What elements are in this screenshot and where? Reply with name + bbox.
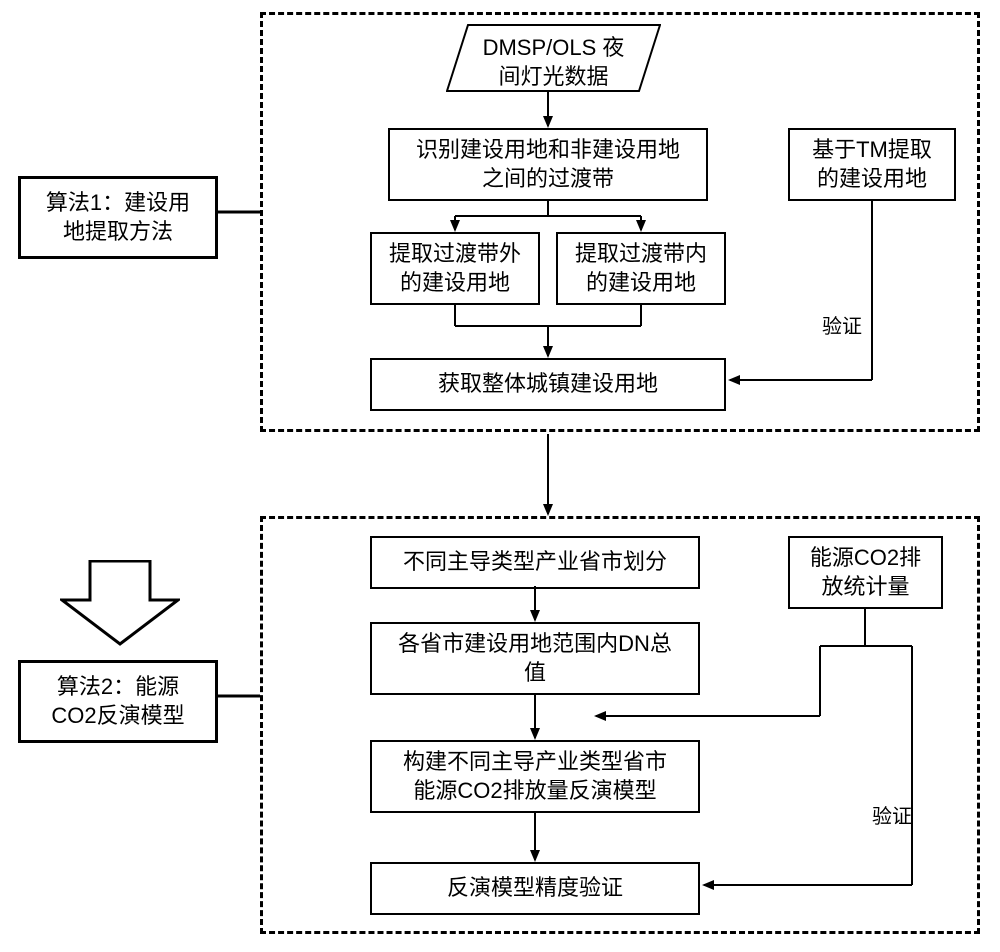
a2-step1-text: 不同主导类型产业省市划分	[403, 549, 667, 574]
algorithm2-label-line2: CO2反演模型	[33, 702, 203, 731]
a2-step3: 构建不同主导产业类型省市 能源CO2排放量反演模型	[370, 740, 700, 813]
a2-step2-line2: 值	[380, 659, 690, 688]
algorithm2-label: 算法2：能源 CO2反演模型	[18, 660, 218, 743]
a2-step4: 反演模型精度验证	[370, 862, 700, 915]
a1-step1: 识别建设用地和非建设用地 之间的过渡带	[388, 128, 708, 201]
a2-step1: 不同主导类型产业省市划分	[370, 536, 700, 589]
input-line1: DMSP/OLS 夜	[464, 34, 643, 63]
a1-ext-tm: 基于TM提取 的建设用地	[788, 128, 956, 201]
a2-step3-line2: 能源CO2排放量反演模型	[380, 777, 690, 806]
a2-ext-line2: 放统计量	[798, 573, 933, 602]
block-arrow-icon	[60, 560, 180, 646]
a2-step2-line1: 各省市建设用地范围内DN总	[380, 630, 690, 659]
a1-step3-text: 获取整体城镇建设用地	[438, 371, 658, 396]
a1-step2b-line1: 提取过渡带内	[566, 240, 716, 269]
a2-step2: 各省市建设用地范围内DN总 值	[370, 622, 700, 695]
a2-ext-energy: 能源CO2排 放统计量	[788, 536, 943, 609]
a1-verify-label: 验证	[820, 310, 864, 339]
a2-verify-label: 验证	[870, 800, 914, 829]
a1-step2a-line2: 的建设用地	[380, 269, 530, 298]
a2-ext-line1: 能源CO2排	[798, 544, 933, 573]
a1-step1-line2: 之间的过渡带	[398, 165, 698, 194]
algorithm1-label: 算法1：建设用 地提取方法	[18, 176, 218, 259]
a2-step3-line1: 构建不同主导产业类型省市	[380, 748, 690, 777]
a1-step1-line1: 识别建设用地和非建设用地	[398, 136, 698, 165]
a1-step2a-line1: 提取过渡带外	[380, 240, 530, 269]
a1-ext-line2: 的建设用地	[798, 165, 946, 194]
a1-step3: 获取整体城镇建设用地	[370, 358, 726, 411]
a1-step2b-line2: 的建设用地	[566, 269, 716, 298]
a2-step4-text: 反演模型精度验证	[447, 875, 623, 900]
algorithm1-label-line2: 地提取方法	[33, 218, 203, 247]
a1-ext-line1: 基于TM提取	[798, 136, 946, 165]
a1-step2b: 提取过渡带内 的建设用地	[556, 232, 726, 305]
a1-step2a: 提取过渡带外 的建设用地	[370, 232, 540, 305]
algorithm1-label-line1: 算法1：建设用	[33, 189, 203, 218]
input-parallelogram: DMSP/OLS 夜 间灯光数据	[446, 24, 661, 92]
input-line2: 间灯光数据	[464, 63, 643, 92]
algorithm2-label-line1: 算法2：能源	[33, 673, 203, 702]
